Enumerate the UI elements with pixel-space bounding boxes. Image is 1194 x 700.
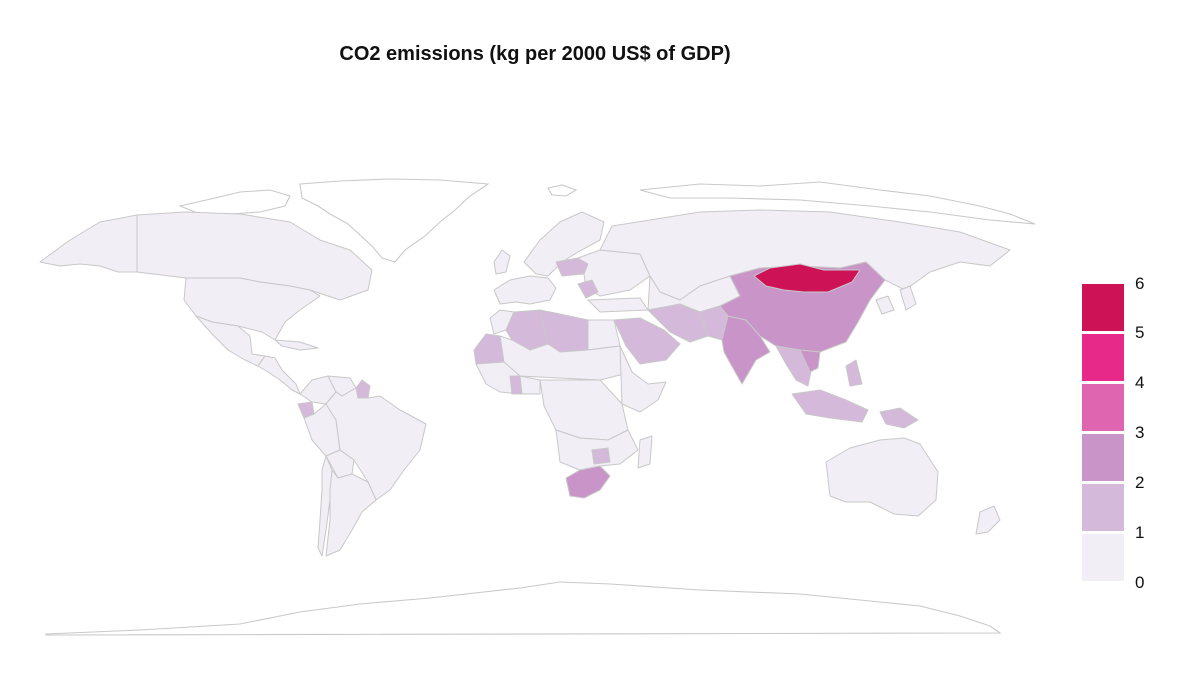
region-south-africa[interactable] <box>565 465 611 499</box>
arctic-islands-outline <box>178 189 291 215</box>
region-philippines[interactable] <box>845 359 863 387</box>
region-ghana[interactable] <box>509 375 523 395</box>
greenland-outline <box>299 178 490 263</box>
region-new-zealand[interactable] <box>975 505 1001 535</box>
region-saudi-arabia[interactable] <box>613 317 681 365</box>
legend-box-0-1 <box>1082 534 1124 581</box>
region-vietnam[interactable] <box>799 349 821 373</box>
legend-tick-5: 5 <box>1135 323 1145 342</box>
color-legend: 6 5 4 3 2 1 0 <box>1082 275 1172 594</box>
region-argentina[interactable] <box>325 469 377 557</box>
region-korea-japan[interactable] <box>875 285 917 315</box>
region-central-africa[interactable] <box>539 379 629 441</box>
region-turkey[interactable] <box>587 297 649 313</box>
region-alaska[interactable] <box>39 214 138 273</box>
region-western-europe[interactable] <box>493 275 557 305</box>
map-title: CO2 emissions (kg per 2000 US$ of GDP) <box>339 43 731 65</box>
region-guyana[interactable] <box>355 379 371 399</box>
landmass-outlines <box>45 178 1036 636</box>
north-siberia-islands-outline <box>639 181 1036 225</box>
region-indonesia-malaysia[interactable] <box>791 389 869 423</box>
legend-box-5-6 <box>1082 284 1124 331</box>
region-australia[interactable] <box>825 437 939 517</box>
region-zimbabwe[interactable] <box>591 447 611 465</box>
legend-tick-0: 0 <box>1135 573 1145 592</box>
legend-tick-4: 4 <box>1135 373 1145 392</box>
region-central-america[interactable] <box>257 355 301 395</box>
region-west-africa[interactable] <box>475 361 541 395</box>
region-horn-of-africa[interactable] <box>619 345 667 413</box>
legend-tick-6: 6 <box>1135 274 1145 293</box>
countries <box>39 209 1011 557</box>
legend-box-4-5 <box>1082 334 1124 381</box>
region-balkans[interactable] <box>577 279 599 299</box>
legend-box-3-4 <box>1082 384 1124 431</box>
legend-box-2-3 <box>1082 434 1124 481</box>
legend-tick-2: 2 <box>1135 473 1145 492</box>
region-cuba[interactable] <box>274 339 319 351</box>
region-scandinavia[interactable] <box>523 211 605 277</box>
region-egypt[interactable] <box>587 319 621 351</box>
legend-tick-3: 3 <box>1135 423 1145 442</box>
region-bolivia[interactable] <box>325 449 355 479</box>
legend-box-1-2 <box>1082 484 1124 531</box>
region-mauritania[interactable] <box>473 333 505 365</box>
region-brazil[interactable] <box>325 387 427 501</box>
antarctica-outline <box>45 581 1002 636</box>
region-papua-new-guinea[interactable] <box>879 407 919 429</box>
svalbard-outline <box>547 184 578 197</box>
legend-tick-1: 1 <box>1135 523 1145 542</box>
region-uk[interactable] <box>493 249 511 275</box>
region-madagascar[interactable] <box>637 435 653 469</box>
region-mongolia[interactable] <box>753 263 861 293</box>
